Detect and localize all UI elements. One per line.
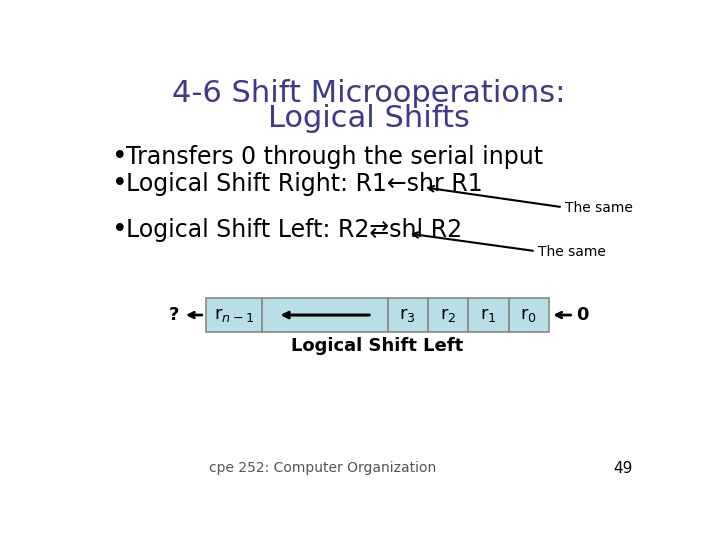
Text: •: •: [112, 144, 127, 170]
Text: r$_3$: r$_3$: [400, 306, 416, 324]
Bar: [387, 298, 428, 332]
Bar: [206, 298, 262, 332]
Text: r$_1$: r$_1$: [480, 306, 497, 324]
Text: Transfers 0 through the serial input: Transfers 0 through the serial input: [126, 145, 543, 169]
Text: cpe 252: Computer Organization: cpe 252: Computer Organization: [209, 461, 436, 475]
Text: The same: The same: [538, 245, 606, 259]
Text: Logical Shifts: Logical Shifts: [268, 104, 470, 133]
Text: Logical Shift Left: R2⇄shl R2: Logical Shift Left: R2⇄shl R2: [126, 218, 462, 242]
Text: 49: 49: [613, 461, 633, 476]
Text: •: •: [112, 171, 127, 197]
Bar: [468, 298, 508, 332]
Bar: [428, 298, 468, 332]
Text: 0: 0: [576, 306, 588, 324]
Text: r$_{n-1}$: r$_{n-1}$: [214, 306, 254, 324]
Text: Logical Shift Right: R1←shr R1: Logical Shift Right: R1←shr R1: [126, 172, 482, 196]
Text: r$_0$: r$_0$: [521, 306, 537, 324]
Text: The same: The same: [565, 201, 633, 215]
Text: r$_2$: r$_2$: [440, 306, 456, 324]
Text: ?: ?: [168, 306, 179, 324]
Bar: [262, 298, 387, 332]
Text: •: •: [112, 217, 127, 244]
Text: Logical Shift Left: Logical Shift Left: [292, 337, 464, 355]
Bar: [508, 298, 549, 332]
Text: 4-6 Shift Microoperations:: 4-6 Shift Microoperations:: [172, 79, 566, 108]
